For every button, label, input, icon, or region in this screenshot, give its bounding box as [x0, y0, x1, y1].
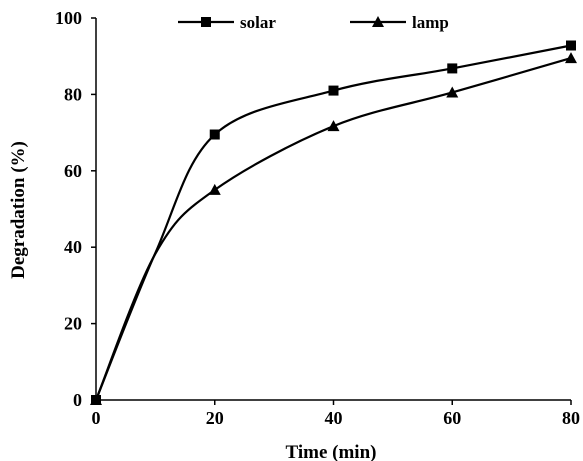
y-axis-label: Degradation (%): [8, 141, 29, 279]
data-point-lamp: [565, 52, 577, 64]
y-tick-label: 40: [64, 237, 82, 257]
series-line-solar: [94, 44, 572, 401]
data-point-lamp: [446, 86, 459, 98]
series-line-lamp: [94, 57, 572, 401]
legend-marker-lamp: [372, 16, 384, 27]
data-point-solar: [328, 85, 339, 96]
y-tick-label: 20: [64, 314, 82, 334]
legend-label-lamp: lamp: [412, 13, 449, 32]
x-axis-label: Time (min): [286, 442, 377, 461]
y-tick-label: 0: [73, 390, 82, 410]
data-point-solar: [447, 63, 458, 74]
y-tick-label: 60: [64, 161, 82, 181]
series-lamp: [90, 52, 577, 405]
legend-label-solar: solar: [240, 13, 276, 32]
legend-entry-lamp: lamp: [350, 13, 449, 32]
data-point-solar: [209, 129, 220, 140]
x-tick-label: 40: [325, 408, 343, 428]
y-tick-label: 100: [55, 8, 82, 28]
series-layer: [90, 40, 577, 405]
legend-entry-solar: solar: [178, 13, 276, 32]
y-tick-label: 80: [64, 84, 82, 104]
legend: solar lamp: [178, 13, 449, 32]
x-tick-label: 0: [92, 408, 101, 428]
data-point-lamp: [90, 394, 102, 405]
data-point-solar: [566, 40, 576, 51]
axes: [95, 18, 571, 401]
x-tick-label: 80: [562, 408, 580, 428]
ticks: 0 20 40 60 80 0 20 40 60 80 100: [55, 8, 580, 428]
legend-marker-solar: [201, 17, 211, 27]
x-tick-label: 20: [206, 408, 224, 428]
data-point-lamp: [327, 120, 340, 132]
series-solar: [91, 40, 576, 405]
x-tick-label: 60: [443, 408, 461, 428]
data-point-lamp: [208, 183, 221, 195]
